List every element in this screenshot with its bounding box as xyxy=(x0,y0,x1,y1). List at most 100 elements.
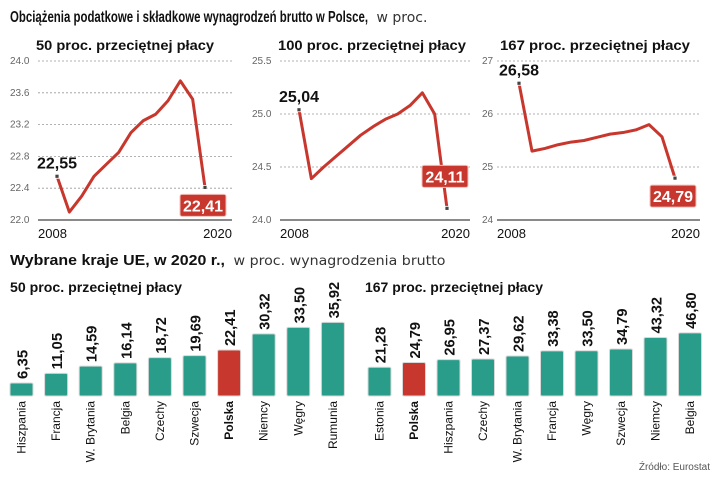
bar xyxy=(436,359,461,397)
bar xyxy=(78,365,103,397)
chart-title: 167 proc. przeciętnej płacy xyxy=(500,37,690,53)
y-tick-label: 23.6 xyxy=(10,88,30,99)
bar xyxy=(182,355,207,397)
chart-title: 167 proc. przeciętnej płacy xyxy=(365,279,543,295)
main-title: Obciążenia podatkowe i składkowe wynagro… xyxy=(10,9,427,26)
y-tick-label: 22.8 xyxy=(10,151,30,162)
bar-value-label: 24,79 xyxy=(407,322,424,359)
category-label: Francja xyxy=(49,401,63,441)
bar-value-label: 35,92 xyxy=(326,282,343,319)
bar xyxy=(9,382,34,397)
bar xyxy=(609,348,633,397)
category-label: Szwecja xyxy=(188,401,202,446)
bar-value-label: 43,32 xyxy=(649,297,666,334)
bar xyxy=(44,372,69,397)
y-tick-label: 24.5 xyxy=(252,162,272,173)
series-line xyxy=(517,82,677,179)
category-label: Rumunia xyxy=(326,401,340,449)
line-chart-2: 100 proc. przeciętnej płacy 24.0 24.5 25.0 2… xyxy=(252,37,470,241)
x-tick-label: 2008 xyxy=(38,226,67,241)
category-label: Estonia xyxy=(373,401,387,441)
data-point xyxy=(672,175,678,181)
section-title-bold: Wybrane kraje UE, w 2020 r., xyxy=(10,252,225,269)
bar xyxy=(286,326,311,397)
x-tick-label: 2020 xyxy=(203,226,232,241)
y-tick-label: 25.5 xyxy=(252,56,272,67)
y-tick-label: 25.0 xyxy=(252,109,272,120)
bar xyxy=(574,350,599,397)
bar xyxy=(643,337,668,397)
category-label: Węgry xyxy=(580,401,594,436)
data-point xyxy=(202,185,208,190)
bar-chart-1: 50 proc. przeciętnej płacy 6,35 Hiszpania 1… xyxy=(9,279,345,462)
chart-title: 50 proc. przeciętnej płacy xyxy=(36,37,214,53)
bar xyxy=(505,355,530,397)
bar xyxy=(471,358,495,397)
category-label: Czechy xyxy=(476,401,490,441)
end-value-label: 22,41 xyxy=(183,198,223,215)
bar-value-label: 22,41 xyxy=(222,310,239,347)
bar-value-label: 16,14 xyxy=(118,322,135,359)
category-label: Polska xyxy=(222,401,236,440)
data-point xyxy=(444,205,450,211)
category-label: Francja xyxy=(545,401,559,441)
bar xyxy=(540,350,564,397)
bar xyxy=(251,333,276,397)
bar-value-label: 21,28 xyxy=(373,327,390,364)
chart-title: 100 proc. przeciętnej płacy xyxy=(278,37,466,53)
end-value-badge xyxy=(649,184,697,208)
category-label: Belgia xyxy=(683,401,697,435)
start-value-label: 25,04 xyxy=(279,89,319,106)
data-point xyxy=(296,107,302,113)
x-tick-label: 2020 xyxy=(671,226,700,241)
bar-value-label: 34,79 xyxy=(614,309,631,346)
bar-value-label: 33,50 xyxy=(580,310,597,347)
bar-value-label: 11,05 xyxy=(49,333,66,370)
bar xyxy=(320,321,345,397)
x-tick-label: 2008 xyxy=(497,226,526,241)
section-title: Wybrane kraje UE, w 2020 r., w proc. wyn… xyxy=(10,252,445,269)
y-tick-label: 24.0 xyxy=(252,215,272,226)
bar xyxy=(367,366,392,397)
category-label: Szwecja xyxy=(614,401,628,446)
category-label: Polska xyxy=(407,401,421,440)
bar xyxy=(113,362,138,397)
category-label: Czechy xyxy=(153,401,167,441)
category-label: Belgia xyxy=(118,401,132,435)
y-tick-label: 25 xyxy=(482,162,494,173)
bar-value-label: 18,72 xyxy=(153,317,170,354)
chart-title: 50 proc. przeciętnej płacy xyxy=(10,279,182,295)
category-label: Węgry xyxy=(291,401,305,436)
category-label: W. Brytania xyxy=(511,401,525,463)
y-tick-label: 23.2 xyxy=(10,120,30,131)
bar xyxy=(678,332,702,397)
category-label: Hiszpania xyxy=(15,401,29,454)
bar-value-label: 29,62 xyxy=(511,316,528,353)
y-tick-label: 27 xyxy=(482,56,494,67)
y-tick-label: 24.0 xyxy=(10,56,30,67)
start-value-label: 26,58 xyxy=(499,62,539,79)
x-tick-label: 2020 xyxy=(441,226,470,241)
bar-value-label: 26,95 xyxy=(442,319,459,356)
bar-value-label: 33,38 xyxy=(545,310,562,347)
bar-value-label: 27,37 xyxy=(476,319,493,356)
start-value-label: 22,55 xyxy=(37,155,77,172)
bar-value-label: 14,59 xyxy=(84,326,101,363)
series-line xyxy=(55,79,207,214)
bar-highlight xyxy=(217,349,242,397)
section-title-unit: w proc. wynagrodzenia brutto xyxy=(233,254,445,269)
bar-value-label: 30,32 xyxy=(257,293,274,330)
x-tick-label: 2008 xyxy=(280,226,309,241)
main-title-bold: Obciążenia podatkowe i składkowe wynagro… xyxy=(10,9,368,26)
main-title-unit: w proc. xyxy=(376,10,427,26)
y-tick-label: 22.4 xyxy=(10,183,30,194)
line-chart-1: 50 proc. przeciętnej płacy 22.0 22.4 22.8 23… xyxy=(10,37,232,241)
end-value-label: 24,11 xyxy=(425,169,464,186)
category-label: Niemcy xyxy=(649,401,663,441)
category-label: Niemcy xyxy=(257,401,271,441)
end-value-badge xyxy=(179,193,227,217)
bar-chart-2: 167 proc. przeciętnej płacy 21,28 Estonia 2… xyxy=(365,279,702,462)
data-point xyxy=(516,80,522,86)
series-line xyxy=(297,91,449,209)
